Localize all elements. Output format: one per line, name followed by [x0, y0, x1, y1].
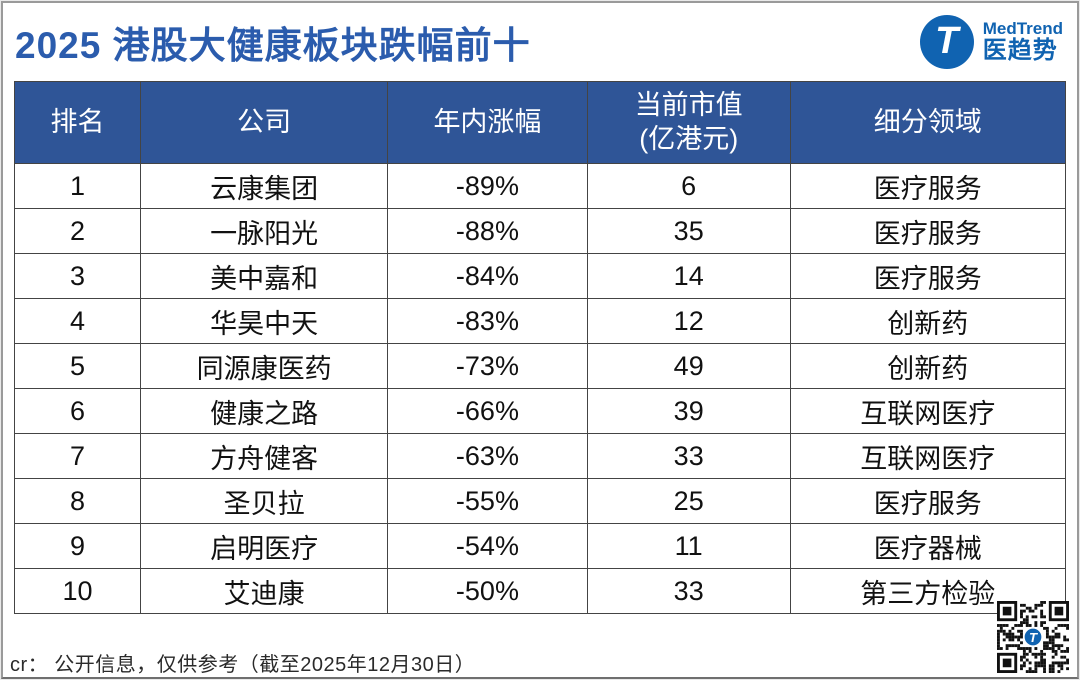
- table-cell: 14: [586, 253, 791, 299]
- table-cell: -66%: [387, 388, 588, 434]
- table-cell: 25: [586, 478, 791, 524]
- table-cell: 美中嘉和: [140, 253, 389, 299]
- table-cell: 10: [13, 568, 142, 614]
- col-header-rank: 排名: [13, 81, 142, 164]
- table-cell: 同源康医药: [140, 343, 389, 389]
- table-row: 4 华昊中天 -83% 12 创新药: [13, 298, 1067, 344]
- table-cell: 第三方检验: [789, 568, 1067, 614]
- table-cell: 8: [13, 478, 142, 524]
- table-cell: 49: [586, 343, 791, 389]
- medtrend-logo-icon: T: [919, 15, 974, 69]
- table-cell: -84%: [387, 253, 588, 299]
- table-cell: 医疗器械: [789, 523, 1067, 569]
- table-cell: 一脉阳光: [140, 208, 389, 254]
- table-cell: 创新药: [789, 298, 1067, 344]
- table-cell: 互联网医疗: [789, 388, 1067, 434]
- table-cell: 7: [13, 433, 142, 479]
- brand-name-cn: 医趋势: [982, 37, 1058, 65]
- table-cell: 互联网医疗: [789, 433, 1067, 479]
- table-row: 9 启明医疗 -54% 11 医疗器械: [13, 523, 1067, 569]
- table-cell: 2: [13, 208, 142, 254]
- table-cell: -50%: [387, 568, 588, 614]
- page-title: 2025 港股大健康板块跌幅前十: [15, 25, 531, 66]
- table-cell: 6: [586, 163, 791, 209]
- table-cell: 11: [586, 523, 791, 569]
- table-cell: -63%: [387, 433, 588, 479]
- qr-code: T: [997, 601, 1069, 673]
- table-row: 7 方舟健客 -63% 33 互联网医疗: [13, 433, 1067, 479]
- table-cell: 4: [13, 298, 142, 344]
- table-cell: 6: [13, 388, 142, 434]
- table-cell: -89%: [387, 163, 588, 209]
- title-bar: 2025 港股大健康板块跌幅前十 T MedTrend 医趋势: [3, 3, 1077, 81]
- table-cell: 33: [586, 433, 791, 479]
- table-cell: 医疗服务: [789, 208, 1067, 254]
- brand-text: MedTrend 医趋势: [983, 20, 1063, 63]
- footer: cr： 公开信息，仅供参考（截至2025年12月30日）: [3, 601, 1077, 677]
- table-cell: 云康集团: [140, 163, 389, 209]
- col-header-change: 年内涨幅: [387, 81, 588, 164]
- table-cell: 12: [586, 298, 791, 344]
- table-cell: -54%: [387, 523, 588, 569]
- table-row: 6 健康之路 -66% 39 互联网医疗: [13, 388, 1067, 434]
- table-cell: 健康之路: [140, 388, 389, 434]
- table-cell: 医疗服务: [789, 478, 1067, 524]
- table-cell: 方舟健客: [140, 433, 389, 479]
- table-cell: 1: [13, 163, 142, 209]
- table-cell: 5: [13, 343, 142, 389]
- table-row: 2 一脉阳光 -88% 35 医疗服务: [13, 208, 1067, 254]
- decline-ranking-table: 排名 公司 年内涨幅 当前市值 (亿港元) 细分领域 1 云康集团 -89% 6 医疗服…: [13, 81, 1067, 614]
- table-row: 3 美中嘉和 -84% 14 医疗服务: [13, 253, 1067, 299]
- table-cell: 医疗服务: [789, 253, 1067, 299]
- table-cell: 医疗服务: [789, 163, 1067, 209]
- table-cell: 创新药: [789, 343, 1067, 389]
- table-cell: -55%: [387, 478, 588, 524]
- table-cell: 华昊中天: [140, 298, 389, 344]
- svg-text:T: T: [1029, 630, 1039, 645]
- table-cell: -88%: [387, 208, 588, 254]
- col-header-company: 公司: [140, 81, 389, 164]
- table-cell: 39: [586, 388, 791, 434]
- table-cell: 启明医疗: [140, 523, 389, 569]
- table-cell: 圣贝拉: [140, 478, 389, 524]
- brand-name-en: MedTrend: [982, 19, 1063, 39]
- table-cell: 9: [13, 523, 142, 569]
- table-row: 10 艾迪康 -50% 33 第三方检验: [13, 568, 1067, 614]
- table-cell: -73%: [387, 343, 588, 389]
- header-row: 排名 公司 年内涨幅 当前市值 (亿港元) 细分领域: [13, 81, 1067, 164]
- table-row: 5 同源康医药 -73% 49 创新药: [13, 343, 1067, 389]
- table-wrapper: 排名 公司 年内涨幅 当前市值 (亿港元) 细分领域 1 云康集团 -89% 6 医疗服…: [3, 81, 1077, 614]
- table-cell: 35: [586, 208, 791, 254]
- source-note: cr： 公开信息，仅供参考（截至2025年12月30日）: [10, 654, 476, 676]
- col-header-mcap: 当前市值 (亿港元): [586, 81, 791, 164]
- table-cell: 3: [13, 253, 142, 299]
- table-row: 8 圣贝拉 -55% 25 医疗服务: [13, 478, 1067, 524]
- table-body: 1 云康集团 -89% 6 医疗服务 2 一脉阳光 -88% 35 医疗服务 3 美中嘉和 -84% 14…: [13, 163, 1067, 614]
- table-row: 1 云康集团 -89% 6 医疗服务: [13, 163, 1067, 209]
- table-cell: 艾迪康: [140, 568, 389, 614]
- col-header-sector: 细分领域: [789, 81, 1067, 164]
- brand-logo: T MedTrend 医趋势: [919, 15, 1063, 69]
- table-cell: -83%: [387, 298, 588, 344]
- table-cell: 33: [586, 568, 791, 614]
